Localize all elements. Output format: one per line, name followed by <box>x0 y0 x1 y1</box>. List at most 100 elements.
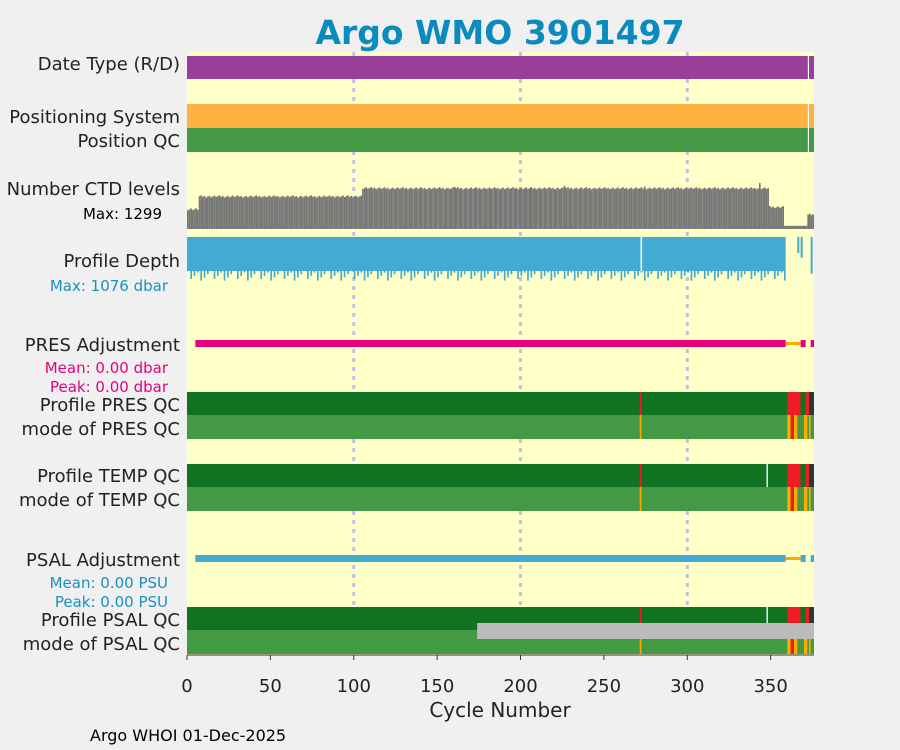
ctd-level-bar <box>757 188 759 229</box>
ctd-level-bar <box>240 195 243 229</box>
ctd-level-bar <box>785 225 788 229</box>
ctd-level-bar <box>422 188 424 229</box>
ctd-level-bar <box>652 188 654 229</box>
ctd-level-bar <box>248 196 251 229</box>
ctd-level-bar <box>232 195 234 229</box>
ctd-level-bar <box>595 189 598 229</box>
ctd-level-bar <box>782 206 784 229</box>
ctd-level-bar <box>297 197 299 229</box>
profile-depth-tick <box>407 271 409 273</box>
ctd-level-bar <box>518 188 521 229</box>
profile_temp_qc-band <box>187 464 814 487</box>
profile-depth-tick <box>623 271 626 278</box>
ctd-level-spike <box>563 186 566 229</box>
ctd-level-bar <box>693 188 696 229</box>
mode_temp_qc-flag <box>790 487 794 511</box>
ctd-level-bar <box>343 197 346 229</box>
profile-depth-tick <box>427 271 429 276</box>
ctd-level-bar <box>465 187 468 229</box>
ctd-level-bar <box>767 188 769 229</box>
ctd-level-bar <box>807 214 809 229</box>
ctd-level-bar <box>467 189 469 229</box>
profile_temp_qc-bad <box>787 464 801 487</box>
mode_pres_qc-flag <box>808 415 811 439</box>
profile-depth-tick <box>457 271 459 281</box>
profile-depth-tick <box>200 271 203 281</box>
profile-depth-tick <box>727 271 729 279</box>
ctd-level-bar <box>450 188 453 229</box>
row-label-date-type: Date Type (R/D) <box>38 54 180 75</box>
ctd-level-bar <box>605 188 608 229</box>
ctd-level-bar <box>570 187 573 229</box>
ctd-level-bar <box>613 189 616 229</box>
psal-adjustment-line <box>800 555 806 562</box>
ctd-level-bar <box>507 187 509 229</box>
profile-depth-tick <box>383 271 386 273</box>
ctd-level-bar <box>492 188 494 229</box>
profile-depth-tick <box>603 271 606 275</box>
pres-adjustment-gap <box>785 342 801 345</box>
ctd-level-bar <box>635 187 638 229</box>
plot-area <box>187 52 814 655</box>
ctd-level-bar <box>625 187 628 229</box>
ctd-level-spike <box>758 183 761 229</box>
ctd-level-bar <box>313 195 316 229</box>
ctd-level-bar <box>692 188 694 229</box>
ctd-level-bar <box>727 187 729 229</box>
ctd-level-bar <box>688 188 691 229</box>
ctd-level-bar <box>188 209 191 229</box>
profile-depth-tick <box>197 271 199 273</box>
mode_psal_qc-flag <box>808 630 811 654</box>
profile-depth-tick <box>693 271 696 278</box>
profile-depth-tick <box>683 271 686 276</box>
ctd-level-bar <box>298 196 301 229</box>
profile-depth-tick <box>520 271 523 276</box>
ctd-level-bar <box>333 197 336 229</box>
profile-depth-tick <box>417 271 419 275</box>
pres-mean-note: Mean: 0.00 dbar <box>45 359 169 377</box>
ctd-level-bar <box>375 189 378 229</box>
row-label-ctd-levels: Number CTD levels <box>7 179 180 200</box>
ctd-level-bar <box>235 196 238 229</box>
ctd-level-bar <box>600 188 603 229</box>
ctd-level-bar <box>515 187 518 229</box>
ctd-level-bar <box>218 195 221 229</box>
ctd-level-bar <box>225 196 228 229</box>
ctd-level-bar <box>388 189 391 229</box>
profile-depth-tick <box>610 271 613 279</box>
profile-depth-tick <box>503 271 506 281</box>
ctd-level-bar <box>530 187 533 229</box>
mode_pres_qc-flag <box>787 415 791 439</box>
profile-depth-tick <box>473 271 476 276</box>
ctd-level-bar <box>538 187 541 229</box>
ctd-level-bar <box>725 188 728 229</box>
ctd-level-bar <box>505 188 508 229</box>
ctd-level-bar <box>233 197 236 229</box>
mode_psal_qc-flag <box>790 630 794 654</box>
ctd-level-bar <box>650 189 653 229</box>
ctd-level-bar <box>788 225 791 229</box>
ctd-level-bar <box>310 195 313 229</box>
ctd-level-bar <box>323 195 326 229</box>
ctd-level-bar <box>557 187 559 229</box>
ctd-level-bar <box>490 188 493 229</box>
ctd-level-bar <box>290 196 293 229</box>
profile-depth-tick <box>287 271 289 276</box>
profile-depth-tick <box>310 271 313 276</box>
ctd-level-bar <box>472 188 474 229</box>
profile-depth-tick <box>330 271 333 279</box>
row-labels: Date Type (R/D) Positioning System Positio… <box>7 54 180 655</box>
ctd-level-bar <box>357 197 359 229</box>
profile-depth-tick <box>590 271 593 276</box>
profile-depth-tick <box>460 271 463 278</box>
ctd-level-bar <box>720 188 723 229</box>
ctd-level-bar <box>593 187 596 229</box>
ctd-level-bar <box>580 187 583 229</box>
profile-depth-tick <box>740 271 743 278</box>
ctd-level-bar <box>353 196 356 229</box>
profile-depth-tick <box>317 271 319 281</box>
ctd-level-bar <box>553 189 556 229</box>
ctd-level-bar <box>347 195 349 229</box>
profile-depth-tick <box>367 271 369 278</box>
ctd-level-bar <box>373 187 376 229</box>
